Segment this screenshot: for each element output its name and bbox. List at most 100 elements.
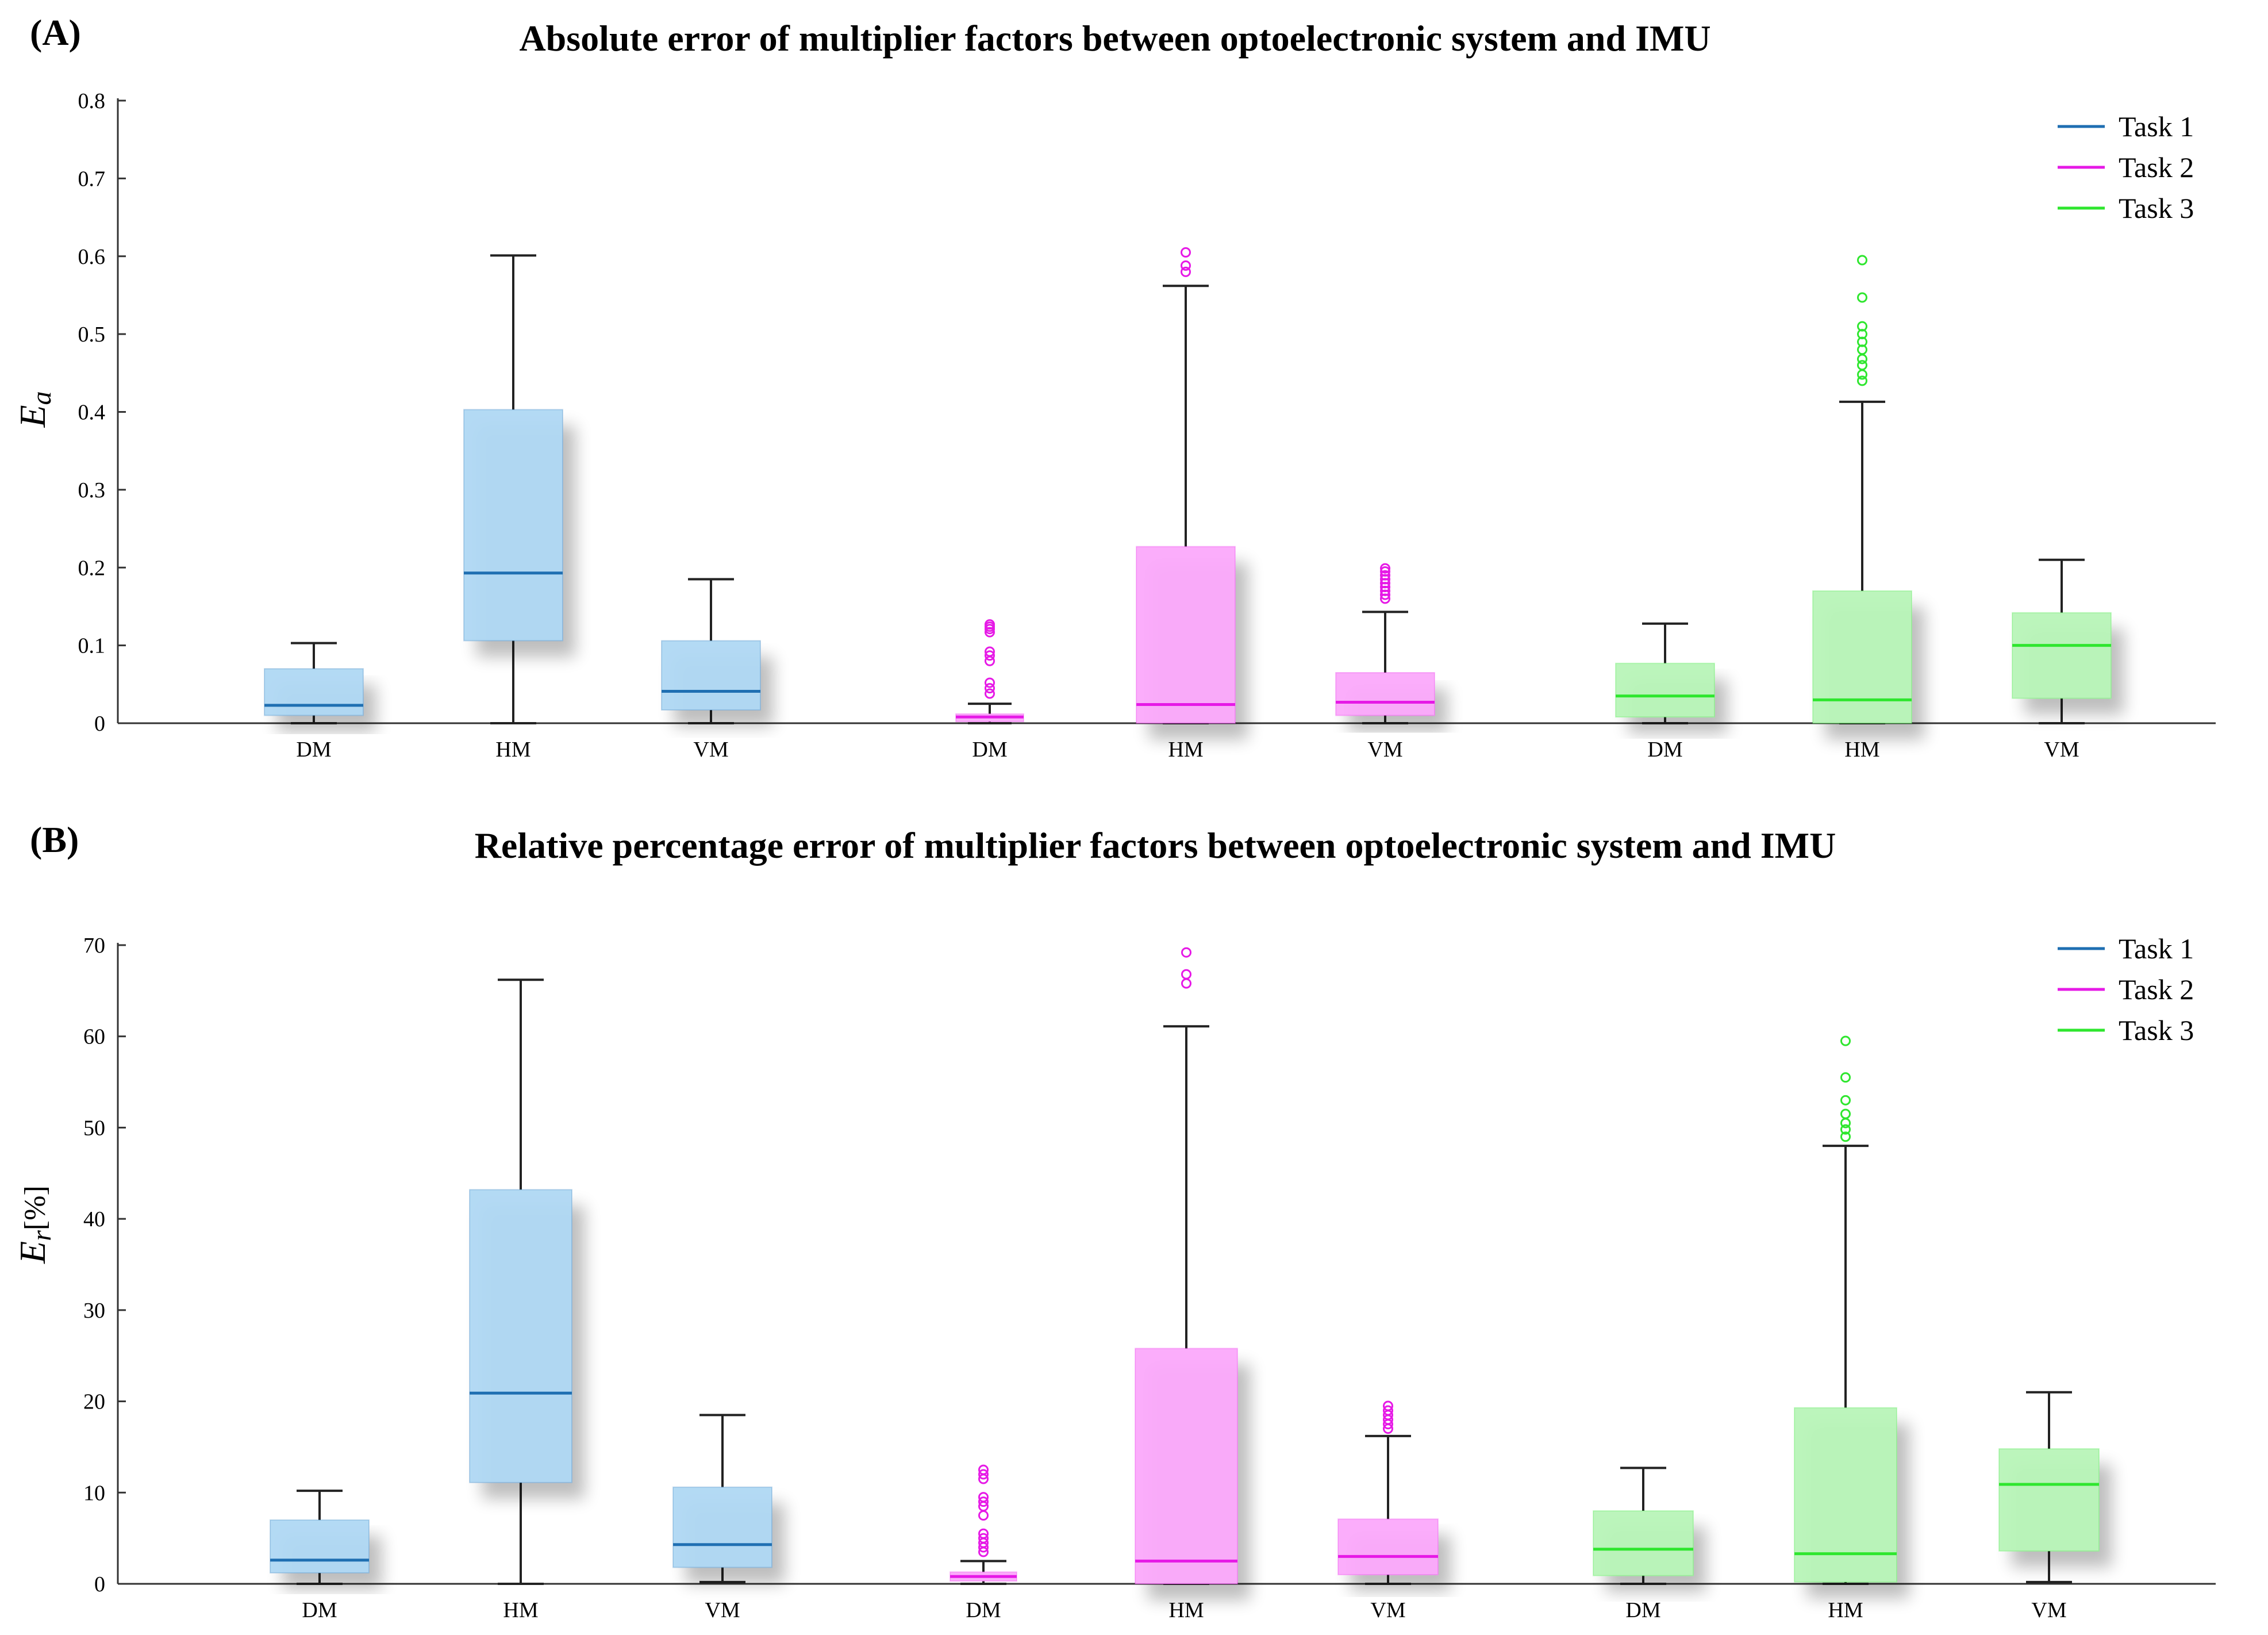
outlier-point [1857, 255, 1867, 266]
outlier-point [985, 688, 995, 699]
outlier-point [978, 1492, 989, 1503]
box-iqr [463, 409, 563, 642]
box-iqr [1812, 590, 1912, 724]
outlier-point [1380, 570, 1390, 581]
box-task-1-hm: HM [463, 254, 563, 762]
box-iqr [469, 1189, 572, 1483]
panel-b-y-axis-label: Er[%] [12, 1185, 57, 1264]
outlier-point [978, 1528, 989, 1539]
box-iqr [1794, 1407, 1897, 1583]
category-label: HM [1844, 738, 1879, 762]
outlier-point [978, 1510, 989, 1521]
box-task-2-hm: HM [1136, 247, 1236, 762]
box-task-3-dm: DM [1593, 1467, 1694, 1622]
y-tick-label: 0 [94, 1572, 105, 1596]
outlier-point [1840, 1035, 1851, 1046]
box-task-2-dm: DM [955, 619, 1024, 762]
outlier-point [985, 683, 995, 694]
panel-a-plot: 0 0.1 0.2 0.3 0.4 0.5 0.6 0.7 0.8 DM HM VM DM HM VM DM H… [78, 89, 2216, 762]
panel-a-label: (A) [30, 12, 81, 53]
legend-label: Task 2 [2119, 973, 2194, 1005]
outlier-point [1840, 1072, 1851, 1083]
panel-b-label: (B) [30, 819, 79, 860]
legend-label: Task 1 [2119, 932, 2194, 965]
box-task-2-hm: HM [1135, 947, 1238, 1622]
category-label: VM [2031, 1598, 2066, 1622]
outlier-point [978, 1533, 989, 1544]
panel-a: (A) Absolute error of multiplier factors… [12, 12, 2216, 762]
box-task-3-hm: HM [1812, 255, 1912, 762]
outlier-point [978, 1496, 989, 1507]
outlier-point [978, 1469, 989, 1480]
outlier-point [1857, 360, 1867, 371]
outlier-point [985, 650, 995, 661]
outlier-point [1857, 375, 1867, 386]
legend: Task 1 Task 2 Task 3 [2058, 110, 2194, 224]
category-label: HM [1168, 1598, 1204, 1622]
category-label: VM [705, 1598, 740, 1622]
box-task-2-dm: DM [950, 1464, 1017, 1622]
box-iqr [661, 640, 761, 711]
box-task-3-vm: VM [1998, 1391, 2100, 1622]
y-tick-label: 40 [83, 1207, 105, 1231]
legend-label: Task 2 [2119, 151, 2194, 183]
y-tick-label: 0.4 [78, 401, 106, 425]
category-label: HM [495, 738, 531, 762]
outlier-point [1181, 266, 1191, 277]
outlier-point [1383, 1405, 1393, 1416]
category-label: DM [1625, 1598, 1660, 1622]
category-label: DM [302, 1598, 337, 1622]
panel-b-title: Relative percentage error of multiplier … [475, 825, 1836, 866]
y-tick-label: 0.1 [78, 634, 106, 658]
outlier-point [1380, 566, 1390, 577]
outlier-point [1857, 354, 1867, 364]
box-iqr [672, 1486, 772, 1568]
legend-label: Task 3 [2119, 1014, 2194, 1046]
panel-b: (B) Relative percentage error of multipl… [12, 819, 2216, 1622]
category-label: HM [1828, 1598, 1863, 1622]
category-label: HM [1168, 738, 1203, 762]
y-tick-label: 30 [83, 1299, 105, 1323]
outlier-point [1840, 1118, 1851, 1129]
category-label: DM [296, 738, 331, 762]
category-label: VM [1370, 1598, 1405, 1622]
outlier-point [1383, 1400, 1393, 1411]
box-iqr [1335, 672, 1435, 716]
box-task-3-vm: VM [2012, 558, 2112, 762]
y-tick-label: 0.3 [78, 478, 106, 502]
category-label: DM [1647, 738, 1682, 762]
y-tick-label: 0 [94, 712, 105, 736]
outlier-point [1840, 1131, 1851, 1142]
outlier-point [1181, 247, 1191, 258]
y-tick-label: 70 [83, 934, 105, 958]
panel-a-y-axis-label: Ea [12, 391, 57, 428]
outlier-point [985, 646, 995, 657]
y-tick-label: 0.5 [78, 323, 106, 347]
outlier-point [1181, 978, 1191, 989]
box-iqr [1593, 1510, 1694, 1576]
outlier-point [1181, 260, 1191, 271]
box-iqr [2012, 612, 2112, 699]
outlier-point [1380, 563, 1390, 574]
y-tick-label: 20 [83, 1390, 105, 1414]
box-iqr [1998, 1448, 2100, 1552]
category-label: VM [2044, 738, 2079, 762]
outlier-point [1857, 369, 1867, 380]
box-task-2-vm: VM [1335, 563, 1435, 762]
box-task-2-vm: VM [1337, 1400, 1439, 1622]
box-task-1-dm: DM [270, 1490, 370, 1622]
outlier-point [1840, 1108, 1851, 1119]
box-task-1-vm: VM [661, 578, 761, 762]
y-tick-label: 0.8 [78, 89, 106, 113]
outlier-point [978, 1464, 989, 1475]
panel-a-title: Absolute error of multiplier factors bet… [519, 18, 1710, 59]
y-tick-label: 60 [83, 1025, 105, 1049]
y-tick-label: 0.6 [78, 245, 106, 269]
category-label: DM [966, 1598, 1001, 1622]
category-label: DM [972, 738, 1007, 762]
y-tick-label: 50 [83, 1116, 105, 1140]
outlier-point [985, 619, 995, 630]
box-iqr [1337, 1518, 1439, 1576]
